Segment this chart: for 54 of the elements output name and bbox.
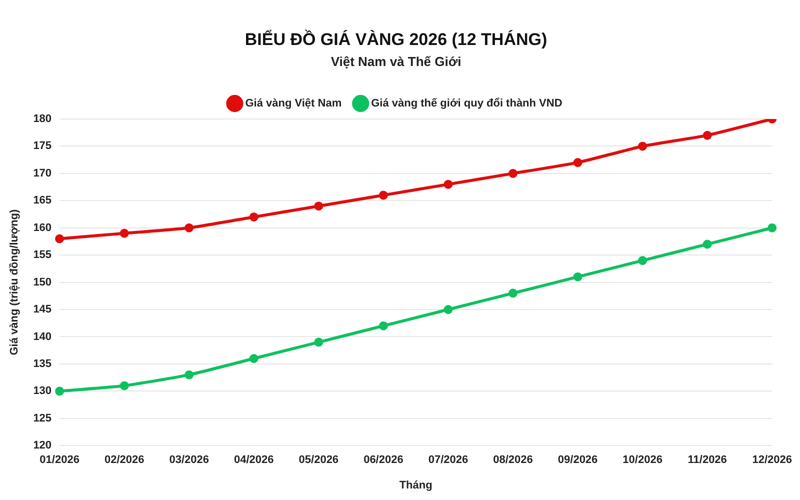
x-tick-label: 09/2026 <box>558 454 598 466</box>
legend-label: Giá vàng Việt Nam <box>245 98 342 110</box>
point <box>120 228 129 238</box>
y-tick-label: 160 <box>33 222 52 234</box>
x-tick-label: 01/2026 <box>40 454 80 466</box>
y-tick-label: 125 <box>33 412 52 424</box>
y-tick-label: 130 <box>33 385 52 398</box>
x-tick-label: 03/2026 <box>169 454 209 466</box>
x-tick-label: 12/2026 <box>752 454 792 466</box>
point <box>768 223 777 232</box>
x-tick-label: 04/2026 <box>234 454 274 466</box>
x-tick-label: 08/2026 <box>493 454 533 466</box>
point <box>638 256 648 266</box>
point <box>314 338 324 347</box>
point <box>702 240 712 249</box>
y-tick-label: 140 <box>33 330 52 343</box>
point <box>444 305 453 314</box>
y-tick-label: 135 <box>33 358 52 370</box>
x-tick-label: 05/2026 <box>298 454 339 466</box>
point <box>184 370 194 380</box>
point <box>378 190 388 200</box>
point <box>120 381 129 390</box>
x-tick-label: 07/2026 <box>428 454 468 466</box>
y-tick-label: 165 <box>33 194 52 207</box>
point <box>55 234 64 244</box>
y-tick-label: 180 <box>33 113 52 126</box>
y-tick-label: 150 <box>33 276 52 288</box>
point <box>508 168 518 178</box>
point <box>444 180 453 189</box>
x-axis-title: Tháng <box>399 479 432 492</box>
point <box>314 202 324 211</box>
legend-label: Giá vàng thế giới quy đổi thành VND <box>371 98 562 110</box>
chart-title: BIỂU ĐỒ GIÁ VÀNG 2026 (12 THÁNG) <box>244 28 548 49</box>
y-tick-label: 145 <box>33 304 52 316</box>
point <box>249 212 258 222</box>
y-tick-label: 170 <box>33 167 52 180</box>
y-tick-label: 155 <box>33 249 52 262</box>
point <box>573 158 582 168</box>
y-axis-title: Giá vàng (triệu đồng/lượng) <box>8 208 21 356</box>
point <box>638 142 648 151</box>
x-tick-label: 10/2026 <box>622 454 662 466</box>
point <box>55 386 64 396</box>
y-tick-label: 120 <box>33 440 52 452</box>
point <box>249 354 258 364</box>
point <box>508 288 518 298</box>
point <box>378 321 388 330</box>
x-tick-label: 02/2026 <box>104 454 144 466</box>
point <box>702 130 712 140</box>
x-tick-label: 11/2026 <box>688 454 727 466</box>
point <box>184 223 194 232</box>
point <box>573 272 582 282</box>
x-tick-label: 06/2026 <box>364 454 404 466</box>
chart-subtitle: Việt Nam và Thế Giới <box>330 54 462 69</box>
y-tick-label: 175 <box>33 140 52 152</box>
